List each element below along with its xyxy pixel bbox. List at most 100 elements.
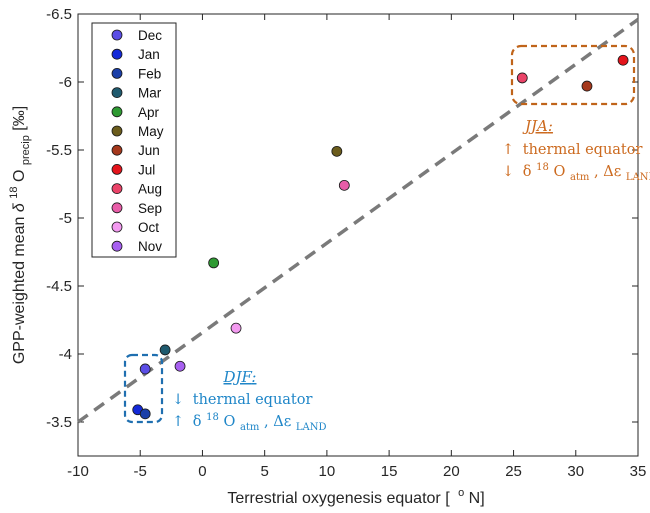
point-feb xyxy=(139,408,151,420)
jja-O: O xyxy=(553,164,565,180)
jja-sup18: 18 xyxy=(536,162,549,173)
jja-title: JJA: xyxy=(522,117,553,135)
point-mar xyxy=(159,344,171,356)
x-axis-ticks: -10 -5 0 5 10 15 20 25 30 35 xyxy=(67,14,646,480)
legend-label-mar: Mar xyxy=(138,86,162,101)
down-arrow-icon: ↓ xyxy=(502,164,514,180)
point-sep xyxy=(338,179,350,191)
jja-line1-text: thermal equator xyxy=(523,142,643,158)
jja-highlight-box xyxy=(510,44,636,106)
jja-sub-atm: atm xyxy=(570,172,590,183)
y-axis-unit: [‰] xyxy=(11,106,28,131)
y-axis-O: O xyxy=(11,170,28,182)
legend-label-dec: Dec xyxy=(138,28,162,43)
point-apr xyxy=(208,257,220,269)
jja-delta-eps: Δε xyxy=(603,164,621,180)
jja-comma: , xyxy=(594,164,603,180)
legend-marker-feb xyxy=(111,68,123,79)
y-tick-label: -5 xyxy=(59,210,72,227)
jja-colon: : xyxy=(548,117,553,135)
y-axis-sub-precip: precip xyxy=(20,135,32,165)
legend-marker-mar xyxy=(111,87,123,98)
down-arrow-icon: ↓ xyxy=(172,392,184,408)
jja-delta: δ xyxy=(523,164,532,180)
legend-marker-jan xyxy=(111,48,123,60)
up-arrow-icon: ↑ xyxy=(172,414,184,430)
djf-delta: δ xyxy=(193,414,202,430)
x-tick-label: 30 xyxy=(567,463,584,480)
point-jun xyxy=(581,80,593,92)
jja-sub-land: LAND xyxy=(626,172,650,183)
jja-line2: ↓ δ 18 O atm , Δε LAND xyxy=(502,158,650,184)
legend-marker-apr xyxy=(111,106,123,118)
legend-label-nov: Nov xyxy=(138,239,162,254)
x-tick-label: -10 xyxy=(67,463,89,480)
djf-sub-atm: atm xyxy=(240,422,260,433)
djf-line1-text: thermal equator xyxy=(193,392,313,408)
legend: Dec Jan Feb Mar Apr May Jun Jul Aug Sep Oct Nov xyxy=(111,28,164,254)
djf-comma: , xyxy=(264,414,273,430)
legend-marker-aug xyxy=(111,183,123,195)
legend-marker-dec xyxy=(111,29,123,41)
jja-annotation: JJA: ↑ thermal equator ↓ δ 18 O atm , Δε… xyxy=(502,117,650,184)
data-points xyxy=(132,54,629,420)
degree-symbol: o xyxy=(458,487,464,499)
djf-sub-land: LAND xyxy=(296,422,327,433)
x-axis-label-main: Terrestrial oxygenesis equator [ xyxy=(227,490,450,507)
x-tick-label: 20 xyxy=(443,463,460,480)
legend-box xyxy=(91,22,177,258)
y-tick-label: -6 xyxy=(59,74,72,91)
x-axis-label: Terrestrial oxygenesis equator [ o N] xyxy=(227,483,484,507)
legend-label-may: May xyxy=(138,124,164,139)
x-tick-label: 15 xyxy=(381,463,398,480)
y-tick-label: -4.5 xyxy=(46,278,72,295)
y-axis-label-main: GPP-weighted mean xyxy=(11,212,28,364)
x-tick-label: 35 xyxy=(630,463,647,480)
jja-line1: ↑ thermal equator xyxy=(502,142,642,158)
legend-label-apr: Apr xyxy=(138,105,160,120)
fit-line-group xyxy=(76,18,640,424)
djf-annotation: DJF: ↓ thermal equator ↑ δ 18 O atm , Δε… xyxy=(172,368,326,434)
legend-label-jun: Jun xyxy=(138,143,160,158)
legend-marker-nov xyxy=(111,240,123,252)
djf-delta-eps: Δε xyxy=(273,414,291,430)
legend-label-aug: Aug xyxy=(138,182,162,197)
djf-colon: : xyxy=(251,368,256,386)
x-tick-label: 0 xyxy=(198,463,206,480)
djf-line2: ↑ δ 18 O atm , Δε LAND xyxy=(172,408,326,434)
djf-line1: ↓ thermal equator xyxy=(172,392,312,408)
point-nov xyxy=(174,360,186,372)
fit-line xyxy=(76,18,640,424)
djf-sup18: 18 xyxy=(206,412,219,423)
legend-label-jul: Jul xyxy=(138,162,155,177)
legend-marker-jul xyxy=(111,163,123,175)
legend-label-feb: Feb xyxy=(138,66,161,81)
djf-title: DJF: xyxy=(223,368,257,386)
y-tick-label: -4 xyxy=(59,346,72,363)
legend-label-sep: Sep xyxy=(138,201,162,216)
up-arrow-icon: ↑ xyxy=(502,142,514,158)
y-tick-label: -6.5 xyxy=(46,6,72,23)
x-tick-label: 25 xyxy=(505,463,522,480)
djf-O: O xyxy=(223,414,235,430)
legend-marker-oct xyxy=(111,221,123,233)
djf-highlight-box xyxy=(123,353,164,424)
y-tick-label: -3.5 xyxy=(46,414,72,431)
legend-marker-sep xyxy=(111,202,123,214)
y-axis-sup18: 18 xyxy=(8,187,20,199)
point-may xyxy=(331,145,343,157)
y-tick-label: -5.5 xyxy=(46,142,72,159)
legend-marker-jun xyxy=(111,144,123,156)
legend-label-jan: Jan xyxy=(138,47,160,62)
point-dec xyxy=(139,363,151,375)
x-tick-label: 5 xyxy=(260,463,268,480)
point-jul xyxy=(617,54,629,66)
x-axis-label-unit: N] xyxy=(469,490,485,507)
x-tick-label: -5 xyxy=(134,463,147,480)
point-aug xyxy=(516,72,528,84)
legend-marker-may xyxy=(111,125,123,137)
y-axis-ticks: -3.5 -4 -4.5 -5 -5.5 -6 -6.5 xyxy=(46,6,638,431)
y-axis-delta: δ xyxy=(11,202,28,212)
point-oct xyxy=(230,322,242,334)
